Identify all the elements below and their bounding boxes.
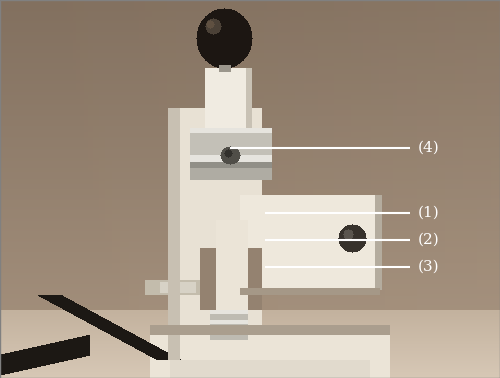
Text: (2): (2) [418, 233, 440, 247]
Text: (1): (1) [418, 206, 440, 220]
Text: (3): (3) [418, 260, 440, 274]
Text: (4): (4) [418, 141, 440, 155]
